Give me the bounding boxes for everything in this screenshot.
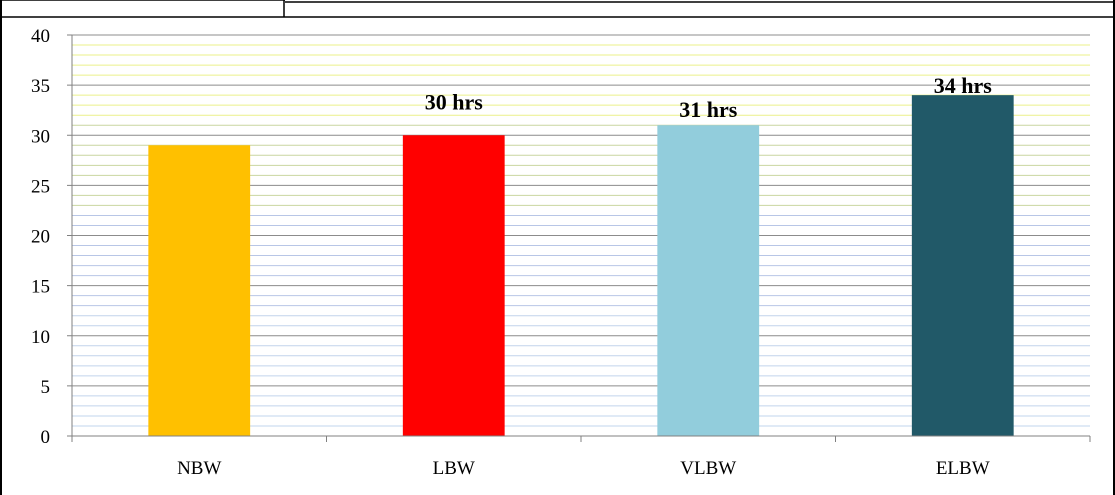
data-label-elbw: 34 hrs (934, 73, 993, 98)
y-tick-label: 0 (41, 427, 51, 448)
bar-lbw (402, 135, 505, 436)
bar-nbw (148, 145, 251, 436)
category-label-nbw: NBW (177, 458, 221, 479)
y-tick-label: 35 (31, 76, 50, 97)
y-axis-ticks: 0 5 10 15 20 25 30 35 40 (31, 26, 72, 448)
y-tick-label: 40 (31, 26, 50, 47)
y-tick-label: 20 (31, 227, 50, 248)
bar-vlbw (657, 125, 760, 436)
y-tick-label: 15 (31, 277, 50, 298)
category-label-elbw: ELBW (936, 458, 990, 479)
y-tick-label: 10 (31, 327, 50, 348)
category-label-vlbw: VLBW (680, 458, 736, 479)
data-label-vlbw: 31 hrs (679, 97, 738, 122)
bar-elbw (911, 95, 1014, 437)
data-labels: 30 hrs 31 hrs 34 hrs (425, 73, 993, 122)
data-label-lbw: 30 hrs (425, 89, 484, 114)
y-tick-label: 5 (41, 377, 51, 398)
y-tick-label: 30 (31, 126, 50, 147)
x-axis-categories: NBW LBW VLBW ELBW (177, 458, 990, 479)
bars (148, 95, 1014, 437)
y-tick-label: 25 (31, 176, 50, 197)
category-label-lbw: LBW (433, 458, 475, 479)
